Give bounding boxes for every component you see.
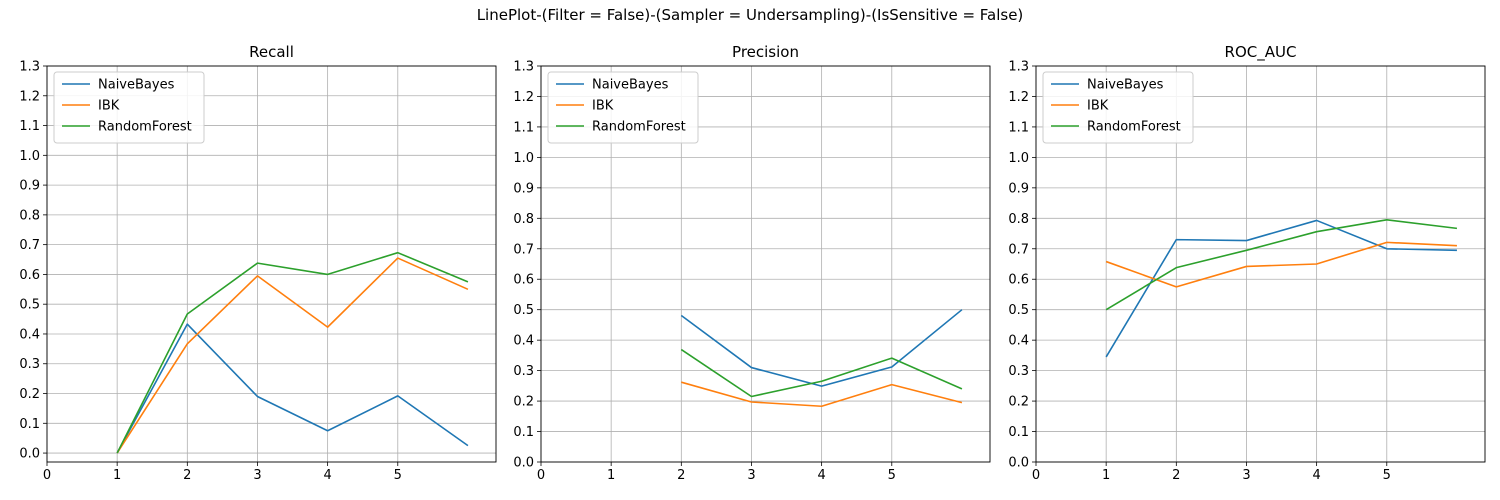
subplot-title: ROC_AUC bbox=[1225, 43, 1297, 62]
x-tick-label: 4 bbox=[817, 468, 825, 483]
subplot-title: Precision bbox=[732, 43, 799, 61]
y-tick-label: 0.5 bbox=[513, 303, 534, 318]
y-tick-label: 1.1 bbox=[19, 119, 40, 134]
legend-box bbox=[53, 71, 205, 144]
y-tick-label: 1.0 bbox=[19, 149, 40, 164]
figure-title: LinePlot-(Filter = False)-(Sampler = Und… bbox=[476, 6, 1024, 24]
subplot-precision: 0 1 2 3 4 5 0.0 0.1 0.2 0.3 0.4 0.5 0.6 0.7 0.8 0.9 1.0 1… bbox=[513, 43, 991, 483]
y-tick-label: 0.3 bbox=[19, 357, 40, 372]
series-line-randomforest bbox=[116, 251, 469, 454]
x-tick-label: 2 bbox=[1172, 468, 1180, 483]
y-tick-label: 0.3 bbox=[1008, 364, 1029, 379]
y-tick-label: 0.3 bbox=[513, 364, 534, 379]
y-tick-label: 0.7 bbox=[1008, 242, 1029, 257]
series-line-randomforest bbox=[680, 348, 963, 398]
legend-box bbox=[547, 71, 699, 144]
x-tick-label: 3 bbox=[1242, 468, 1250, 483]
axes-frame bbox=[1035, 65, 1486, 463]
series-line-naivebayes bbox=[116, 323, 469, 454]
x-tick-label: 4 bbox=[323, 468, 331, 483]
x-tick-label: 1 bbox=[607, 468, 615, 483]
axes-frame bbox=[540, 65, 991, 463]
x-tick-label: 5 bbox=[888, 468, 896, 483]
y-tick-label: 1.1 bbox=[513, 120, 534, 135]
x-tick-label: 0 bbox=[43, 468, 51, 483]
y-tick-label: 1.1 bbox=[1008, 120, 1029, 135]
y-tick-label: 1.3 bbox=[1008, 60, 1029, 75]
y-tick-label: 0.1 bbox=[19, 417, 40, 432]
legend: NaiveBayes IBK RandomForest bbox=[1042, 71, 1194, 144]
x-tick-label: 3 bbox=[253, 468, 261, 483]
y-tick-label: 0.5 bbox=[1008, 303, 1029, 318]
series-line-naivebayes bbox=[680, 309, 963, 387]
series-line-ibk bbox=[116, 257, 469, 454]
y-tick-label: 0.1 bbox=[513, 425, 534, 440]
y-tick-label: 0.8 bbox=[1008, 212, 1029, 227]
y-tick-label: 0.8 bbox=[19, 208, 40, 223]
y-tick-label: 0.1 bbox=[1008, 425, 1029, 440]
legend-label-randomforest: RandomForest bbox=[98, 120, 192, 135]
y-tick-label: 1.3 bbox=[513, 60, 534, 75]
y-tick-label: 1.3 bbox=[19, 60, 40, 75]
x-tick-label: 0 bbox=[1032, 468, 1040, 483]
y-tick-label: 1.2 bbox=[513, 90, 534, 105]
legend: NaiveBayes IBK RandomForest bbox=[547, 71, 699, 144]
series-line-ibk bbox=[681, 381, 963, 408]
legend-box bbox=[1042, 71, 1194, 144]
series-line-ibk bbox=[1105, 241, 1457, 288]
x-tick-label: 5 bbox=[394, 468, 402, 483]
y-tick-label: 0.2 bbox=[19, 387, 40, 402]
x-tick-label: 3 bbox=[747, 468, 755, 483]
legend-label-naivebayes: NaiveBayes bbox=[98, 78, 175, 93]
axes-frame bbox=[46, 65, 497, 463]
y-tick-label: 0.9 bbox=[1008, 181, 1029, 196]
y-tick-label: 0.0 bbox=[513, 456, 534, 471]
y-tick-label: 0.9 bbox=[19, 179, 40, 194]
y-tick-label: 0.2 bbox=[1008, 395, 1029, 410]
y-tick-label: 0.7 bbox=[513, 242, 534, 257]
x-tick-label: 1 bbox=[113, 468, 121, 483]
y-tick-label: 0.2 bbox=[513, 395, 534, 410]
y-tick-label: 0.6 bbox=[513, 273, 534, 288]
subplot-recall: 0 1 2 3 4 5 0.0 0.1 0.2 0.3 0.4 0.5 0.6 0.7 0.8 0.9 1.0 1… bbox=[19, 43, 497, 483]
y-tick-label: 0.6 bbox=[1008, 273, 1029, 288]
legend-label-ibk: IBK bbox=[98, 99, 120, 114]
y-tick-label: 0.4 bbox=[513, 334, 534, 349]
x-tick-label: 4 bbox=[1312, 468, 1320, 483]
legend-label-naivebayes: NaiveBayes bbox=[592, 78, 669, 93]
y-tick-label: 0.0 bbox=[19, 447, 40, 462]
y-tick-label: 0.5 bbox=[19, 298, 40, 313]
y-tick-label: 1.0 bbox=[513, 151, 534, 166]
legend-label-ibk: IBK bbox=[1087, 99, 1109, 114]
y-tick-label: 0.0 bbox=[1008, 456, 1029, 471]
subplot-title: Recall bbox=[249, 43, 294, 61]
y-tick-label: 0.9 bbox=[513, 181, 534, 196]
x-tick-label: 2 bbox=[183, 468, 191, 483]
legend-label-randomforest: RandomForest bbox=[1087, 120, 1181, 135]
x-tick-label: 1 bbox=[1102, 468, 1110, 483]
legend-label-randomforest: RandomForest bbox=[592, 120, 686, 135]
y-tick-label: 0.6 bbox=[19, 268, 40, 283]
x-tick-label: 5 bbox=[1383, 468, 1391, 483]
y-tick-label: 1.0 bbox=[1008, 151, 1029, 166]
legend-label-naivebayes: NaiveBayes bbox=[1087, 78, 1164, 93]
legend: NaiveBayes IBK RandomForest bbox=[53, 71, 205, 144]
legend-label-ibk: IBK bbox=[592, 99, 614, 114]
series-line-naivebayes bbox=[1105, 219, 1457, 358]
y-tick-label: 0.4 bbox=[19, 327, 40, 342]
subplot-roc-auc: 0 1 2 3 4 5 0.0 0.1 0.2 0.3 0.4 0.5 0.6 0.7 0.8 0.9 1.0 1… bbox=[1008, 43, 1486, 483]
y-tick-label: 1.2 bbox=[19, 89, 40, 104]
x-tick-label: 2 bbox=[677, 468, 685, 483]
y-tick-label: 0.8 bbox=[513, 212, 534, 227]
series-line-randomforest bbox=[1105, 219, 1458, 311]
y-tick-label: 0.4 bbox=[1008, 334, 1029, 349]
y-tick-label: 1.2 bbox=[1008, 90, 1029, 105]
y-tick-label: 0.7 bbox=[19, 238, 40, 253]
x-tick-label: 0 bbox=[537, 468, 545, 483]
